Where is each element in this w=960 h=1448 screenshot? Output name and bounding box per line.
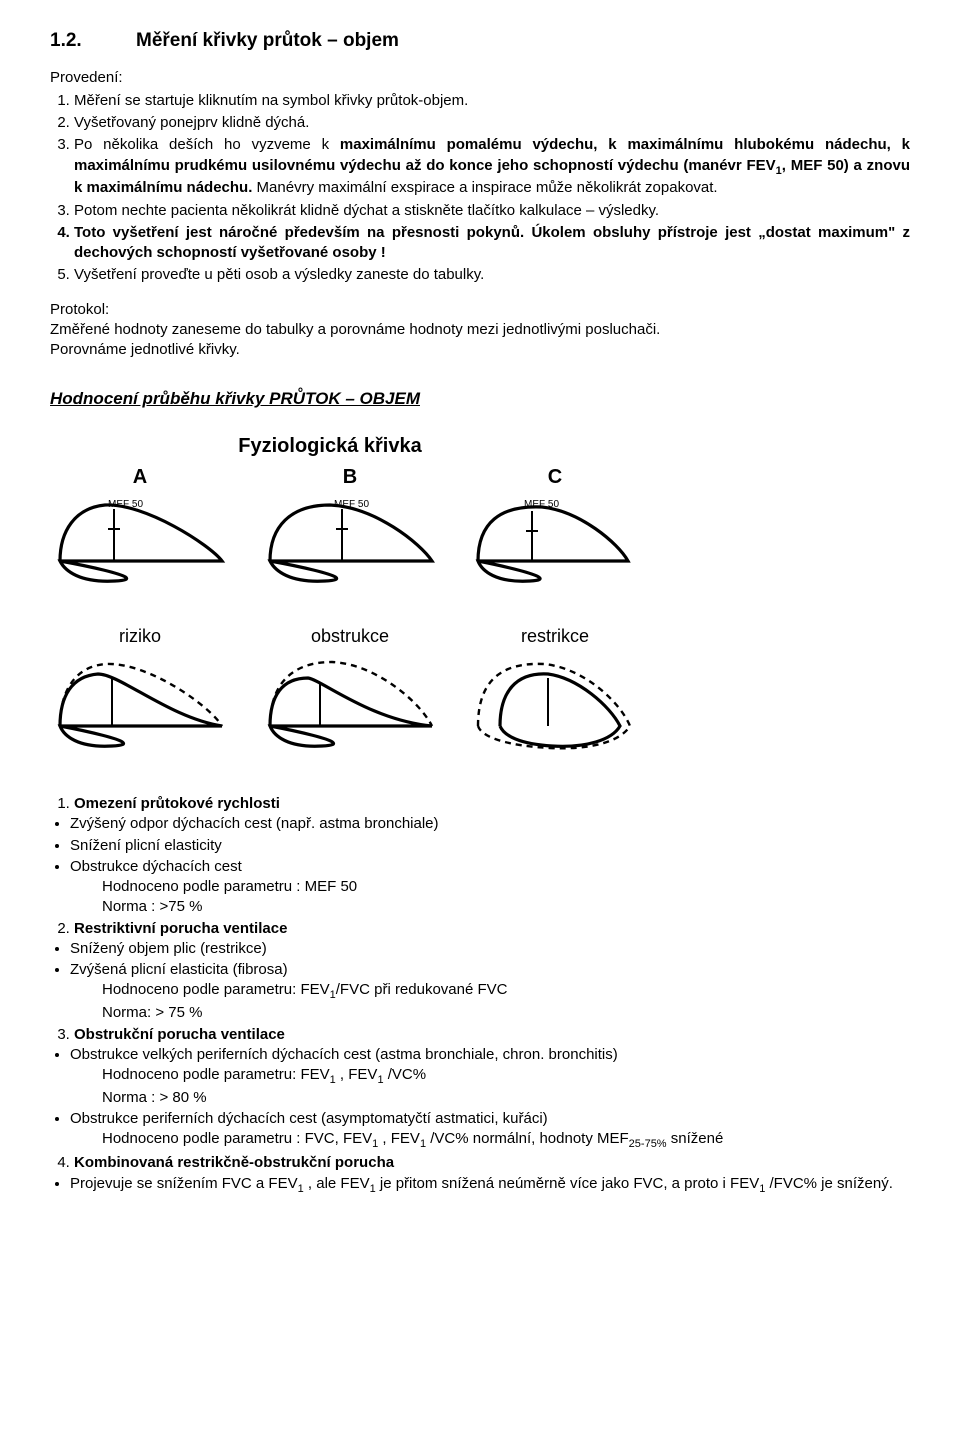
step-3: Po několika deších ho vyzveme k maximáln… <box>74 135 910 198</box>
section-number: 1.2. <box>50 28 136 54</box>
eval-item-2: Restriktivní porucha ventilace Snížený o… <box>74 919 910 1024</box>
curve-restrikce-icon <box>470 648 640 758</box>
step-3-pre: Po několika deších ho vyzveme k <box>74 136 340 153</box>
provedeni-label: Provedení: <box>50 68 910 88</box>
step-3-tail: Manévry maximální exspirace a inspirace … <box>252 179 717 196</box>
curve-evaluation-heading: Hodnocení průběhu křivky PRŮTOK – OBJEM <box>50 388 910 411</box>
step-5: Toto vyšetření jest náročné především na… <box>74 223 910 264</box>
protokol-block: Protokol: Změřené hodnoty zaneseme do ta… <box>50 300 910 361</box>
section-heading: 1.2.Měření křivky průtok – objem <box>50 28 910 54</box>
eval-2b-param: Hodnoceno podle parametru: FEV1/FVC při … <box>102 980 910 1003</box>
eval-3-heading: Obstrukční porucha ventilace <box>74 1026 285 1043</box>
eval-3a-norm: Norma : > 80 % <box>102 1088 910 1108</box>
eval-2b-norm: Norma: > 75 % <box>102 1003 910 1023</box>
caption-obstrukce: obstrukce <box>260 624 440 648</box>
section-title: Měření křivky průtok – objem <box>136 30 399 51</box>
eval-2-bullet-b: Zvýšená plicní elasticita (fibrosa) Hodn… <box>70 960 910 1023</box>
curve-c-icon: MEF 50 <box>470 493 640 593</box>
step-6: Vyšetření proveďte u pěti osob a výsledk… <box>74 265 910 285</box>
caption-restrikce: restrikce <box>470 624 640 648</box>
protokol-line1: Změřené hodnoty zaneseme do tabulky a po… <box>50 320 910 340</box>
curve-riziko-icon <box>50 648 230 758</box>
step-2: Vyšetřovaný ponejprv klidně dýchá. <box>74 113 910 133</box>
protokol-label: Protokol: <box>50 300 910 320</box>
panel-letter-a: A <box>50 464 230 491</box>
eval-2-heading: Restriktivní porucha ventilace <box>74 920 287 937</box>
evaluation-list: Omezení průtokové rychlosti Zvýšený odpo… <box>50 794 910 1196</box>
protokol-line2: Porovnáme jednotlivé křivky. <box>50 340 910 360</box>
eval-1c-norm: Norma : >75 % <box>102 897 910 917</box>
eval-1-bullet-c: Obstrukce dýchacích cest Hodnoceno podle… <box>70 857 910 918</box>
step-4: Potom nechte pacienta několikrát klidně … <box>74 201 910 221</box>
eval-item-1: Omezení průtokové rychlosti Zvýšený odpo… <box>74 794 910 918</box>
physiology-curve-figure: Fyziologická křivka A MEF 50 B MEF 50 C <box>50 433 910 764</box>
panel-letter-b: B <box>260 464 440 491</box>
eval-1-heading: Omezení průtokové rychlosti <box>74 795 280 812</box>
curve-b-icon: MEF 50 <box>260 493 440 593</box>
panel-letter-c: C <box>470 464 640 491</box>
eval-4-bullet-a: Projevuje se snížením FVC a FEV1 , ale F… <box>70 1174 910 1197</box>
step-1: Měření se startuje kliknutím na symbol k… <box>74 91 910 111</box>
eval-1c-param: Hodnoceno podle parametru : MEF 50 <box>102 877 910 897</box>
curve-obstrukce-icon <box>260 648 440 758</box>
eval-1-bullet-b: Snížení plicní elasticity <box>70 836 910 856</box>
eval-3-bullet-a: Obstrukce velkých periferních dýchacích … <box>70 1045 910 1108</box>
caption-riziko: riziko <box>50 624 230 648</box>
procedure-steps: Měření se startuje kliknutím na symbol k… <box>50 91 910 286</box>
eval-item-4: Kombinovaná restrikčně-obstrukční poruch… <box>74 1153 910 1196</box>
eval-3a-param: Hodnoceno podle parametru: FEV1 , FEV1 /… <box>102 1065 910 1088</box>
figure-title: Fyziologická křivka <box>50 433 610 460</box>
eval-3-bullet-b: Obstrukce periferních dýchacích cest (as… <box>70 1109 910 1152</box>
eval-2-bullet-a: Snížený objem plic (restrikce) <box>70 939 910 959</box>
eval-item-3: Obstrukční porucha ventilace Obstrukce v… <box>74 1025 910 1153</box>
eval-3b-param: Hodnoceno podle parametru : FVC, FEV1 , … <box>102 1129 910 1152</box>
eval-1-bullet-a: Zvýšený odpor dýchacích cest (např. astm… <box>70 814 910 834</box>
curve-a-icon: MEF 50 <box>50 493 230 593</box>
eval-4-heading: Kombinovaná restrikčně-obstrukční poruch… <box>74 1154 394 1171</box>
